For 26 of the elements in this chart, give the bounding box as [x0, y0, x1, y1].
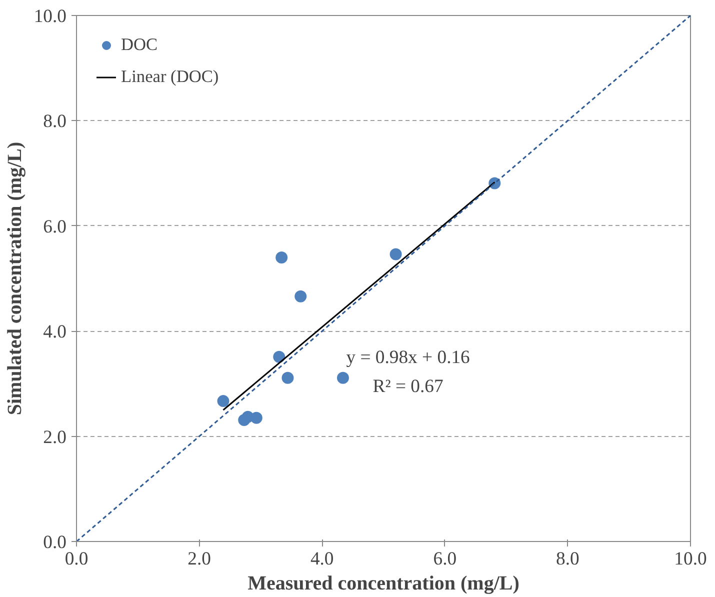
annotation: R² = 0.67: [372, 376, 444, 397]
y-tick-label: 2.0: [43, 426, 67, 448]
legend-label: DOC: [121, 35, 158, 55]
x-tick-label: 6.0: [433, 548, 457, 570]
y-axis-title: Simulated concentration (mg/L): [4, 142, 26, 416]
point: [217, 395, 230, 408]
y-tick-label: 6.0: [43, 216, 67, 238]
point: [250, 412, 262, 424]
point: [294, 290, 307, 302]
x-tick-label: 10.0: [674, 548, 707, 570]
point: [390, 248, 402, 260]
point: [273, 350, 286, 363]
x-axis-title: Measured concentration (mg/L): [248, 572, 520, 594]
x-tick-label: 4.0: [310, 548, 334, 570]
y-tick-label: 8.0: [43, 111, 67, 132]
x-tick-label: 2.0: [188, 548, 211, 570]
point: [336, 372, 349, 384]
point: [276, 251, 288, 264]
legend-label: Linear (DOC): [121, 67, 219, 87]
y-tick-label: 0.0: [43, 532, 67, 553]
y-tick-label: 10.0: [34, 6, 67, 27]
annotation: y = 0.98x + 0.16: [346, 346, 470, 368]
y-tick-label: 4.0: [43, 322, 67, 343]
x-tick-label: 0.0: [64, 548, 88, 570]
point: [282, 372, 294, 384]
x-tick-label: 8.0: [556, 548, 580, 570]
